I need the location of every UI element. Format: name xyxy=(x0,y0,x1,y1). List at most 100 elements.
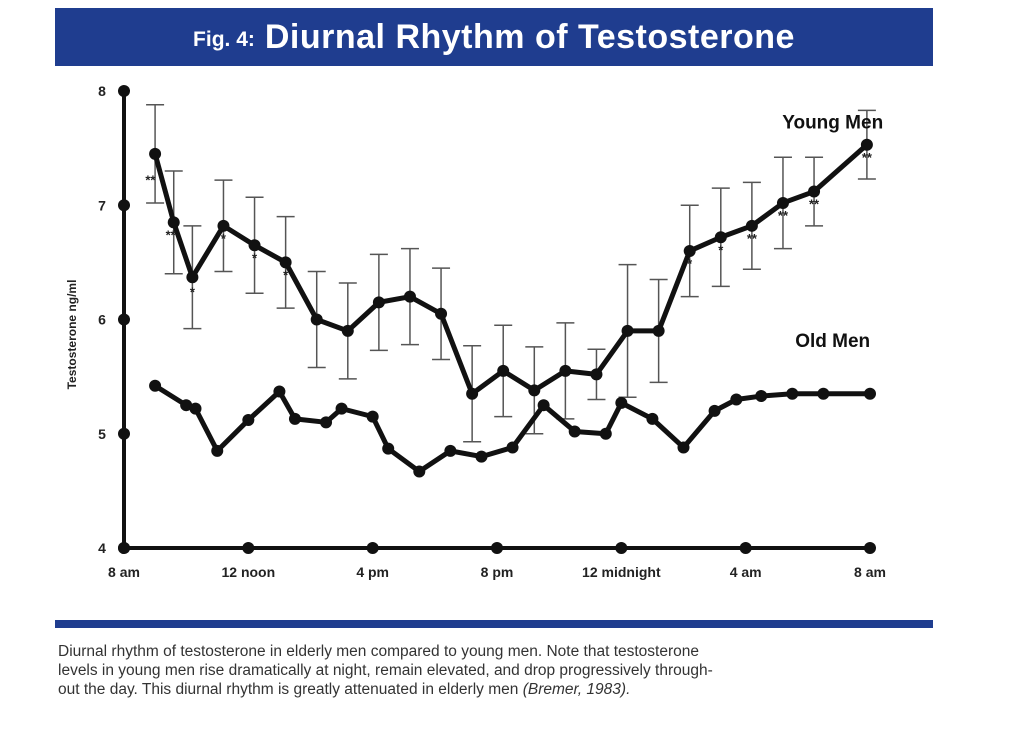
data-point xyxy=(189,402,202,415)
significance-marker: ** xyxy=(747,231,758,246)
significance-marker: ** xyxy=(809,197,820,212)
series-annotation: Young Men xyxy=(782,113,883,134)
data-point xyxy=(310,313,323,326)
data-point xyxy=(497,364,510,377)
y-tick-dot xyxy=(118,85,130,97)
data-point xyxy=(683,244,696,257)
data-point xyxy=(506,441,519,454)
significance-marker: ** xyxy=(166,228,177,243)
y-tick-dot xyxy=(118,199,130,212)
chart-svg: 4 5 6 7 8 8 am 12 noon 4 pm 8 pm 12 midnight 4 am 8… xyxy=(65,83,886,580)
x-tick-label: 4 am xyxy=(730,564,762,580)
figure-caption: Diurnal rhythm of testosterone in elderl… xyxy=(58,642,938,699)
figure-number: Fig. 4: xyxy=(193,28,255,51)
x-tick-label: 8 am xyxy=(854,564,886,580)
data-point xyxy=(372,296,385,309)
data-point xyxy=(366,410,379,423)
data-point xyxy=(776,196,789,209)
data-point xyxy=(242,414,255,427)
chart-title: Diurnal Rhythm of Testosterone xyxy=(264,17,795,56)
data-point xyxy=(528,384,541,397)
caption-citation: (Bremer, 1983). xyxy=(522,681,631,698)
error-bars xyxy=(146,103,876,443)
significance-marker: * xyxy=(718,242,724,257)
data-point xyxy=(466,387,479,400)
data-point xyxy=(730,393,743,406)
data-point xyxy=(817,387,830,400)
significance-marker: ** xyxy=(862,150,873,165)
data-point xyxy=(714,231,727,244)
significance-marker: * xyxy=(687,256,693,271)
data-point xyxy=(568,425,581,438)
x-tick-label: 8 pm xyxy=(481,564,514,580)
data-point xyxy=(745,219,758,232)
x-tick-label: 12 midnight xyxy=(582,564,661,580)
data-point xyxy=(186,271,199,284)
chart-labels: 4 5 6 7 8 8 am 12 noon 4 pm 8 pm 12 midnight 4 am 8… xyxy=(65,83,886,580)
x-tick-dot xyxy=(864,542,876,554)
data-point xyxy=(217,219,230,232)
data-point xyxy=(149,379,162,392)
data-point xyxy=(444,444,457,457)
x-tick-label: 12 noon xyxy=(221,564,275,580)
significance-marker: * xyxy=(190,285,196,300)
x-tick-dot xyxy=(615,542,628,554)
caption-line: out the day. This diurnal rhythm is grea… xyxy=(58,680,938,699)
data-point xyxy=(860,138,873,151)
divider-rule xyxy=(55,620,933,628)
data-point xyxy=(615,396,628,409)
data-point xyxy=(677,441,690,454)
significance-marker: ** xyxy=(778,208,789,223)
significance-marker: * xyxy=(252,250,258,265)
significance-marker: * xyxy=(221,231,227,246)
data-point xyxy=(864,387,876,400)
data-point xyxy=(652,324,665,337)
data-point xyxy=(167,216,180,229)
y-axis-label: Testosterone ng/ml xyxy=(65,280,79,390)
caption-text: out the day. This diurnal rhythm is grea… xyxy=(58,681,519,698)
significance-marker: * xyxy=(283,268,289,283)
caption-line: Diurnal rhythm of testosterone in elderl… xyxy=(58,643,700,660)
caption-line: levels in young men rise dramatically at… xyxy=(58,662,713,679)
y-tick-dot xyxy=(118,313,130,326)
data-point xyxy=(288,412,301,425)
x-tick-dot xyxy=(366,542,379,554)
x-tick-dot xyxy=(739,542,752,554)
data-point xyxy=(708,404,721,417)
x-tick-dot xyxy=(118,542,130,554)
data-point xyxy=(180,399,193,412)
data-point xyxy=(335,402,348,415)
data-point xyxy=(646,412,659,425)
data-point xyxy=(621,324,634,337)
series-lines xyxy=(152,142,870,474)
data-point xyxy=(211,444,224,457)
data-point xyxy=(149,147,162,160)
significance-marker: ** xyxy=(145,173,156,188)
data-point xyxy=(413,465,426,478)
data-point xyxy=(537,399,550,412)
x-tick-label: 4 pm xyxy=(356,564,389,580)
y-tick-label: 7 xyxy=(98,197,106,213)
data-point xyxy=(808,185,821,198)
data-point xyxy=(248,239,261,252)
x-tick-label: 8 am xyxy=(108,564,140,580)
series-annotation: Old Men xyxy=(795,331,870,352)
figure-banner: Fig. 4: Diurnal Rhythm of Testosterone xyxy=(55,8,933,66)
x-tick-dot xyxy=(491,542,503,554)
data-point xyxy=(559,364,572,377)
data-point xyxy=(279,256,292,269)
y-tick-label: 8 xyxy=(98,83,106,99)
data-points xyxy=(149,138,876,478)
x-tick-dot xyxy=(242,542,255,554)
data-point xyxy=(590,368,603,381)
data-point xyxy=(320,416,333,429)
y-tick-dot xyxy=(118,427,130,440)
y-tick-label: 6 xyxy=(98,312,106,328)
data-point xyxy=(599,427,612,440)
data-point xyxy=(755,390,768,403)
data-point xyxy=(403,290,416,303)
data-point xyxy=(273,385,286,398)
y-tick-label: 4 xyxy=(98,540,106,556)
axes xyxy=(118,85,876,554)
data-point xyxy=(435,307,448,320)
